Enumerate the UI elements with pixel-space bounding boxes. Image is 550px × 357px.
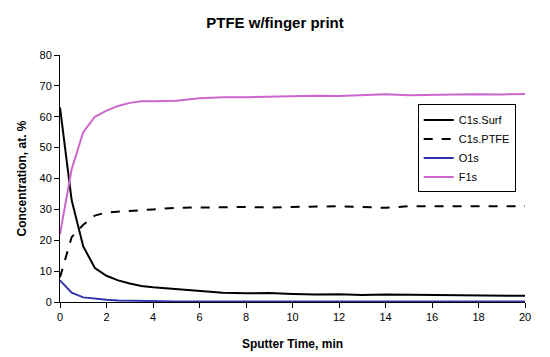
svg-text:PTFE w/finger print: PTFE w/finger print bbox=[206, 14, 344, 31]
svg-text:10: 10 bbox=[286, 311, 298, 323]
svg-text:2: 2 bbox=[103, 311, 109, 323]
svg-text:C1s.Surf: C1s.Surf bbox=[459, 114, 503, 126]
svg-text:12: 12 bbox=[333, 311, 345, 323]
svg-text:F1s: F1s bbox=[459, 171, 478, 183]
svg-text:0: 0 bbox=[46, 296, 52, 308]
svg-text:18: 18 bbox=[472, 311, 484, 323]
svg-text:60: 60 bbox=[40, 111, 52, 123]
svg-text:Sputter Time, min: Sputter Time, min bbox=[242, 337, 343, 351]
svg-text:0: 0 bbox=[57, 311, 63, 323]
svg-text:C1s.PTFE: C1s.PTFE bbox=[459, 133, 510, 145]
svg-text:Concentration, at. %: Concentration, at. % bbox=[15, 120, 29, 236]
svg-text:8: 8 bbox=[243, 311, 249, 323]
svg-text:16: 16 bbox=[426, 311, 438, 323]
svg-text:50: 50 bbox=[40, 141, 52, 153]
svg-text:20: 20 bbox=[40, 234, 52, 246]
svg-text:40: 40 bbox=[40, 172, 52, 184]
svg-text:14: 14 bbox=[379, 311, 391, 323]
svg-text:20: 20 bbox=[519, 311, 531, 323]
svg-text:30: 30 bbox=[40, 203, 52, 215]
svg-text:6: 6 bbox=[196, 311, 202, 323]
svg-text:O1s: O1s bbox=[459, 152, 480, 164]
svg-text:4: 4 bbox=[150, 311, 156, 323]
svg-text:70: 70 bbox=[40, 80, 52, 92]
svg-text:10: 10 bbox=[40, 265, 52, 277]
svg-text:80: 80 bbox=[40, 49, 52, 61]
